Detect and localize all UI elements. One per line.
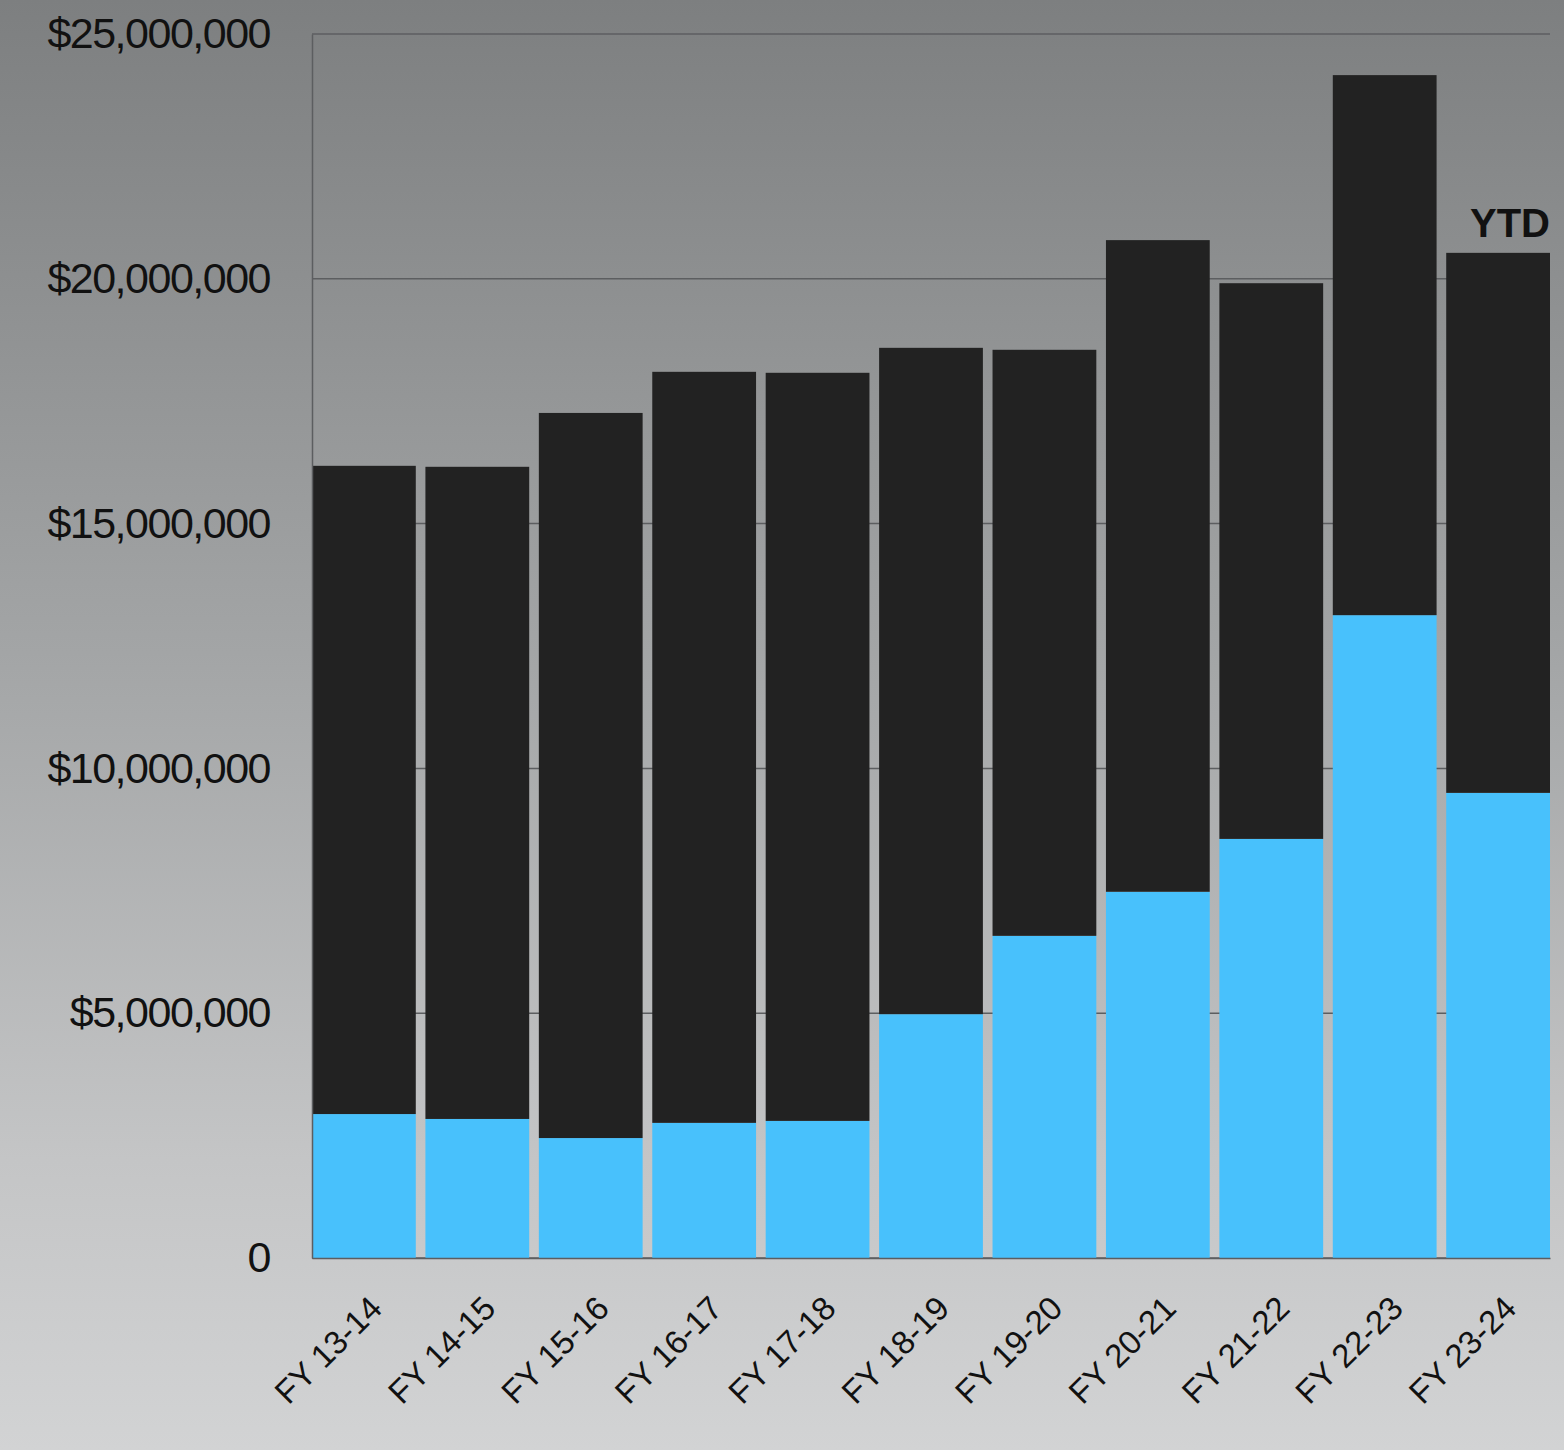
bar xyxy=(312,1114,416,1258)
bar xyxy=(652,372,756,1123)
tick-label: FY 13-14 xyxy=(267,1289,389,1411)
axis-line xyxy=(312,35,314,1259)
tick: FY 14-15 xyxy=(381,1258,503,1411)
bar xyxy=(539,413,643,1138)
tick: 0 xyxy=(248,1233,312,1281)
grid xyxy=(312,34,1550,1258)
annotation: YTD xyxy=(1470,201,1550,245)
tick: FY 23-24 xyxy=(1401,1258,1523,1411)
tick-label: FY 16-17 xyxy=(608,1289,730,1411)
tick: FY 22-23 xyxy=(1288,1258,1410,1411)
bar xyxy=(993,350,1097,936)
tick: FY 21-22 xyxy=(1175,1258,1297,1411)
bar xyxy=(1446,253,1550,793)
tick: $15,000,000 xyxy=(47,499,312,547)
chart: 0 $5,000,000 $10,000,000 $15,000,000 $20,000… xyxy=(0,0,1564,1450)
tick: FY 16-17 xyxy=(608,1258,730,1411)
tick: FY 13-14 xyxy=(267,1258,389,1411)
bar xyxy=(1219,283,1323,839)
tick: $5,000,000 xyxy=(70,988,312,1036)
tick-label: FY 21-22 xyxy=(1175,1289,1297,1411)
bars xyxy=(312,75,1550,1258)
bar xyxy=(425,467,529,1119)
tick-label: FY 20-21 xyxy=(1061,1289,1183,1411)
bar xyxy=(879,1014,983,1258)
tick-label: FY 14-15 xyxy=(381,1289,503,1411)
bar xyxy=(1106,892,1210,1258)
tick-label: $15,000,000 xyxy=(47,499,270,547)
tick: $25,000,000 xyxy=(47,9,312,57)
bar xyxy=(652,1123,756,1258)
tick-label: FY 22-23 xyxy=(1288,1289,1410,1411)
tick: FY 15-16 xyxy=(494,1258,616,1411)
bar xyxy=(1106,240,1210,892)
tick: FY 18-19 xyxy=(834,1258,956,1411)
tick: FY 20-21 xyxy=(1061,1258,1183,1411)
bar xyxy=(1219,839,1323,1258)
tick-label: $20,000,000 xyxy=(47,254,270,302)
bar xyxy=(879,348,983,1014)
x-axis: FY 13-14FY 14-15FY 15-16FY 16-17FY 17-18… xyxy=(267,1258,1550,1411)
tick-label: $25,000,000 xyxy=(47,9,270,57)
tick: FY 19-20 xyxy=(948,1258,1070,1411)
bar xyxy=(993,936,1097,1258)
tick-label: FY 15-16 xyxy=(494,1289,616,1411)
series xyxy=(312,75,1550,1138)
tick: $10,000,000 xyxy=(47,744,312,792)
tick-label: FY 17-18 xyxy=(721,1289,843,1411)
tick-label: FY 18-19 xyxy=(834,1289,956,1411)
bar xyxy=(312,466,416,1114)
bar xyxy=(766,373,870,1121)
bar xyxy=(1333,75,1437,615)
tick-label: $10,000,000 xyxy=(47,744,270,792)
bar xyxy=(425,1119,529,1258)
tick-label: $5,000,000 xyxy=(70,988,271,1036)
plot: 0 $5,000,000 $10,000,000 $15,000,000 $20,000… xyxy=(47,9,1550,1410)
grid-line xyxy=(312,33,1550,35)
bar xyxy=(1446,793,1550,1258)
bar xyxy=(766,1121,870,1258)
tick: $20,000,000 xyxy=(47,254,312,302)
tick-label: FY 19-20 xyxy=(948,1289,1070,1411)
bar xyxy=(1333,615,1437,1258)
tick-label: 0 xyxy=(248,1233,271,1281)
bar xyxy=(539,1138,643,1258)
axis-line xyxy=(313,1258,1551,1260)
tick-label: FY 23-24 xyxy=(1401,1289,1523,1411)
y-axis: 0 $5,000,000 $10,000,000 $15,000,000 $20,000… xyxy=(47,9,312,1281)
tick: FY 17-18 xyxy=(721,1258,843,1411)
